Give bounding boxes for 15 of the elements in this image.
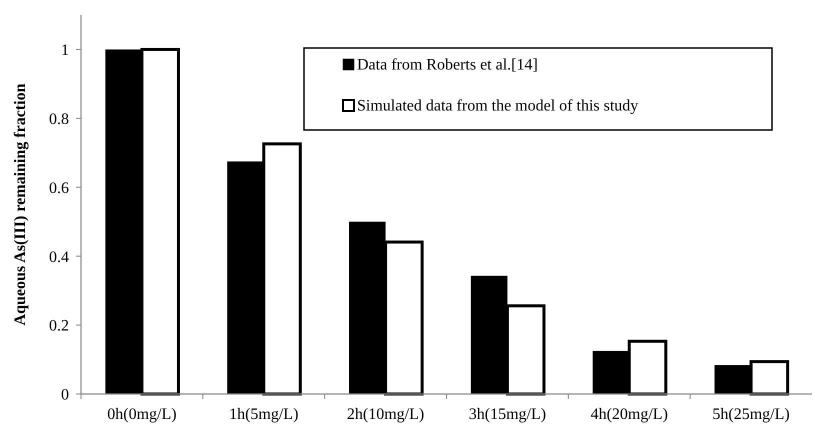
legend-label: Data from Roberts et al.[14] [357,56,538,74]
x-tick-label: 5h(25mg/L) [712,406,790,423]
x-tick-label: 0h(0mg/L) [107,406,177,423]
x-tick-label: 2h(10mg/L) [346,406,424,423]
y-tick-label: 0.6 [49,180,69,197]
y-axis-title: Aqueous As(III) remaining fraction [12,83,29,326]
y-tick-label: 1 [61,42,69,60]
y-tick-label: 0.2 [49,318,69,335]
legend-label: Simulated data from the model of this study [357,98,638,115]
x-tick-label: 3h(15mg/L) [468,406,546,423]
x-tick-label: 1h(5mg/L) [229,406,298,423]
y-tick-label: 0.8 [49,110,69,128]
y-tick-label: 0.4 [49,248,69,266]
x-tick-label: 4h(20mg/L) [590,406,668,423]
y-tick-label: 0 [61,386,69,404]
